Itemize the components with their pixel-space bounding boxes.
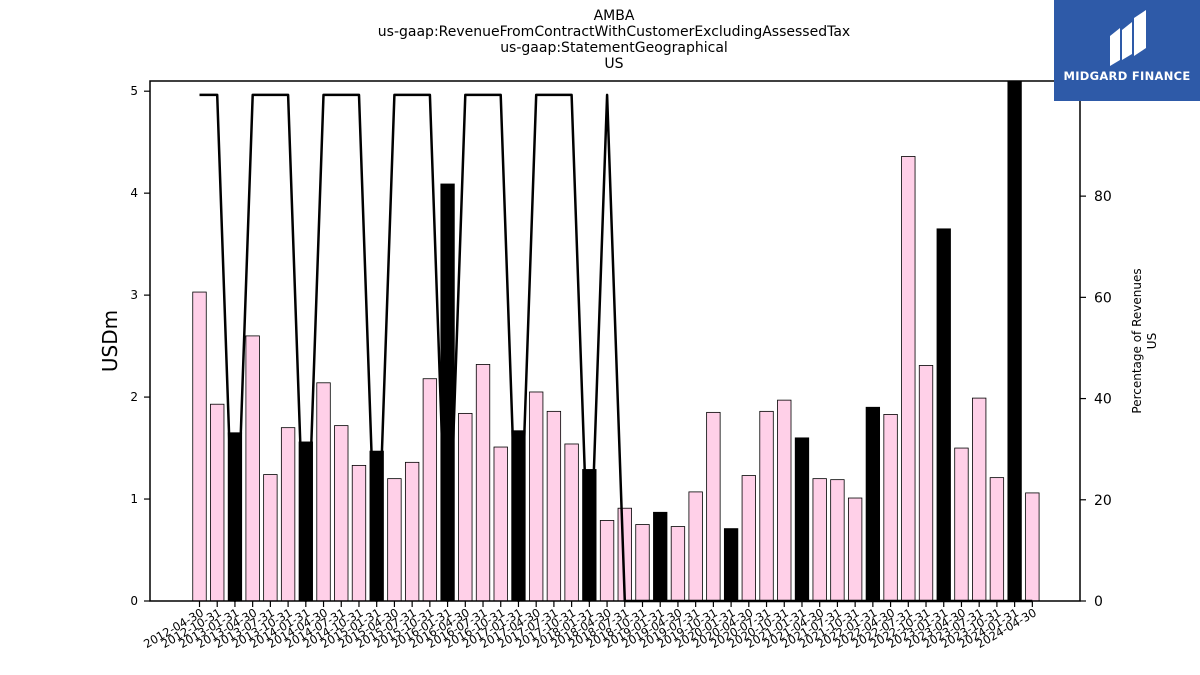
bar bbox=[989, 477, 1005, 602]
bar bbox=[458, 412, 473, 602]
bar bbox=[883, 414, 898, 602]
bar bbox=[440, 183, 455, 602]
bar bbox=[422, 378, 438, 602]
bar bbox=[688, 491, 703, 602]
bar bbox=[830, 479, 845, 602]
y-axis-right: 020406080100 bbox=[1080, 88, 1121, 610]
y-tick-label: 1 bbox=[130, 492, 138, 506]
bar bbox=[723, 528, 739, 602]
y-right-tick-label: 60 bbox=[1094, 290, 1112, 306]
bar bbox=[670, 526, 686, 602]
bar bbox=[706, 411, 721, 602]
bar bbox=[316, 382, 331, 602]
bar bbox=[1025, 492, 1040, 602]
bar bbox=[387, 478, 402, 602]
logo-mark-icon bbox=[1110, 10, 1146, 66]
y-axis-right-label-line-1: Percentage of Revenues bbox=[1130, 268, 1144, 413]
bar bbox=[210, 403, 225, 602]
bar bbox=[192, 291, 207, 602]
bar bbox=[635, 524, 650, 602]
bar bbox=[741, 475, 756, 602]
plot-frame bbox=[149, 80, 1081, 602]
bar bbox=[918, 365, 934, 602]
bar bbox=[280, 427, 296, 602]
bar bbox=[759, 410, 774, 602]
y-tick-label: 0 bbox=[130, 594, 138, 608]
x-axis: 2012-04-302012-10-312013-01-312013-04-30… bbox=[141, 601, 1039, 651]
bar bbox=[529, 391, 544, 602]
bar bbox=[901, 156, 916, 602]
y-tick-label: 5 bbox=[130, 84, 138, 98]
title-line-3: us-gaap:StatementGeographical bbox=[500, 40, 728, 56]
bar bbox=[334, 425, 349, 602]
bar bbox=[653, 511, 668, 602]
bar bbox=[263, 474, 278, 602]
bar bbox=[546, 410, 562, 602]
y-axis-left: 0 1 2 3 4 5 bbox=[130, 84, 150, 608]
bar bbox=[812, 478, 827, 602]
y-right-tick-label: 20 bbox=[1094, 493, 1112, 509]
y-right-tick-label: 0 bbox=[1094, 594, 1103, 610]
bar bbox=[599, 520, 615, 602]
title-line-1: AMBA bbox=[594, 8, 635, 24]
bar bbox=[1007, 80, 1022, 602]
midgard-finance-logo: MIDGARD FINANCE bbox=[1054, 0, 1200, 101]
bar bbox=[954, 447, 969, 602]
y-tick-label: 2 bbox=[130, 390, 138, 404]
y-tick-label: 3 bbox=[130, 288, 138, 302]
y-axis-label: USDm bbox=[98, 310, 122, 372]
bar bbox=[865, 406, 881, 602]
bar bbox=[972, 397, 987, 602]
chart-title: AMBA us-gaap:RevenueFromContractWithCust… bbox=[378, 8, 850, 72]
bar bbox=[936, 228, 951, 602]
title-line-2: us-gaap:RevenueFromContractWithCustomerE… bbox=[378, 24, 850, 40]
y-right-tick-label: 80 bbox=[1094, 189, 1112, 205]
title-line-4: US bbox=[604, 56, 623, 72]
bar bbox=[777, 399, 792, 602]
bar bbox=[404, 461, 420, 602]
bar bbox=[475, 364, 491, 602]
bar bbox=[564, 443, 579, 602]
logo-text: MIDGARD FINANCE bbox=[1063, 69, 1191, 83]
y-axis-right-label-line-2: US bbox=[1145, 333, 1159, 349]
y-right-tick-label: 40 bbox=[1094, 392, 1112, 408]
y-tick-label: 4 bbox=[130, 186, 138, 200]
bar bbox=[493, 446, 508, 602]
bar bbox=[794, 437, 810, 602]
bar bbox=[351, 464, 367, 602]
bar bbox=[245, 335, 260, 602]
bar bbox=[847, 497, 863, 602]
